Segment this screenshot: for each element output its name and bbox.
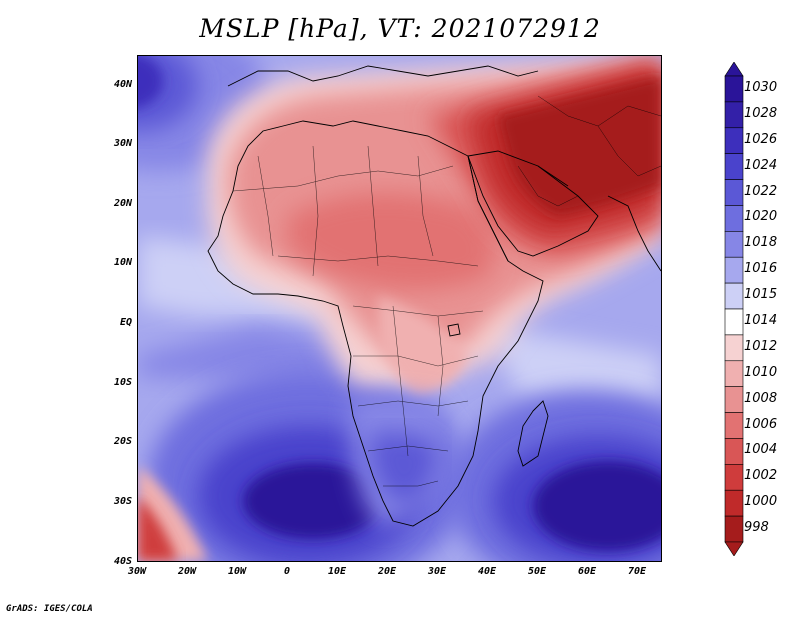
colorbar-swatch-1006 bbox=[724, 412, 744, 439]
lon-label-20w: 20W bbox=[177, 566, 197, 577]
lat-label-30s: 30S bbox=[113, 496, 132, 507]
lat-label-eq: EQ bbox=[119, 317, 132, 328]
lat-label-10n: 10N bbox=[113, 257, 132, 268]
colorbar-label-1022: 1022 bbox=[744, 183, 778, 199]
grads-credit: GrADS: IGES/COLA bbox=[6, 604, 93, 614]
lat-label-20n: 20N bbox=[113, 198, 132, 209]
colorbar-swatch-1000 bbox=[724, 489, 744, 517]
pressure-map bbox=[138, 56, 661, 561]
colorbar-label-1026: 1026 bbox=[744, 131, 778, 147]
colorbar-swatch-1010 bbox=[724, 360, 744, 387]
colorbar-label-1012: 1012 bbox=[744, 338, 778, 354]
colorbar-label-1016: 1016 bbox=[744, 261, 778, 277]
colorbar-swatch-1024 bbox=[724, 153, 744, 180]
map-panel bbox=[137, 55, 662, 562]
lon-label-30e: 30E bbox=[427, 566, 447, 577]
colorbar-swatch-1014 bbox=[724, 308, 744, 336]
lon-label-10w: 10W bbox=[227, 566, 247, 577]
colorbar-label-1015: 1015 bbox=[744, 287, 778, 303]
colorbar-label-1030: 1030 bbox=[744, 79, 778, 95]
colorbar-swatch-1026 bbox=[724, 127, 744, 154]
lat-label-20s: 20S bbox=[113, 436, 132, 447]
lat-label-40s: 40S bbox=[113, 556, 132, 567]
colorbar-swatch-1020 bbox=[724, 205, 744, 232]
lon-label-60e: 60E bbox=[577, 566, 597, 577]
lon-label-70e: 70E bbox=[627, 566, 647, 577]
colorbar-label-998: 998 bbox=[744, 520, 769, 536]
colorbar-label-1006: 1006 bbox=[744, 416, 778, 432]
colorbar-swatch-1022 bbox=[724, 179, 744, 206]
country-borders bbox=[232, 95, 661, 487]
colorbar-label-1000: 1000 bbox=[744, 494, 778, 510]
colorbar-label-1004: 1004 bbox=[744, 442, 778, 458]
colorbar-swatch-1008 bbox=[724, 386, 744, 413]
colorbar-label-1024: 1024 bbox=[744, 157, 778, 173]
colorbar-swatch-1004 bbox=[724, 438, 744, 465]
lat-label-10s: 10S bbox=[113, 377, 132, 388]
colorbar-top-arrow bbox=[724, 62, 744, 77]
colorbar-swatch-1002 bbox=[724, 464, 744, 491]
colorbar-label-1014: 1014 bbox=[744, 312, 778, 328]
lat-label-40n: 40N bbox=[113, 79, 132, 90]
colorbar-swatch-1028 bbox=[724, 101, 744, 129]
colorbar bbox=[724, 62, 744, 556]
colorbar-swatch-1018 bbox=[724, 231, 744, 258]
colorbar-label-1028: 1028 bbox=[744, 105, 778, 121]
colorbar-label-1018: 1018 bbox=[744, 235, 778, 251]
colorbar-bottom-arrow bbox=[724, 541, 744, 556]
coastlines bbox=[207, 65, 661, 527]
lon-label-10e: 10E bbox=[327, 566, 347, 577]
lon-label-50e: 50E bbox=[527, 566, 547, 577]
lon-label-20e: 20E bbox=[377, 566, 397, 577]
colorbar-label-1010: 1010 bbox=[744, 364, 778, 380]
colorbar-label-1002: 1002 bbox=[744, 468, 778, 484]
colorbar-swatch-998 bbox=[724, 515, 744, 543]
lon-label-30w: 30W bbox=[127, 566, 147, 577]
colorbar-label-1008: 1008 bbox=[744, 390, 778, 406]
colorbar-label-1020: 1020 bbox=[744, 209, 778, 225]
lon-label-0: 0 bbox=[283, 566, 291, 577]
lat-label-30n: 30N bbox=[113, 138, 132, 149]
colorbar-swatch-1012 bbox=[724, 334, 744, 362]
colorbar-swatch-1015 bbox=[724, 282, 744, 310]
map-title: MSLP [hPa], VT: 2021072912 bbox=[199, 14, 601, 43]
colorbar-swatch-1016 bbox=[724, 256, 744, 284]
lon-label-40e: 40E bbox=[477, 566, 497, 577]
colorbar-swatch-1030 bbox=[724, 75, 744, 103]
